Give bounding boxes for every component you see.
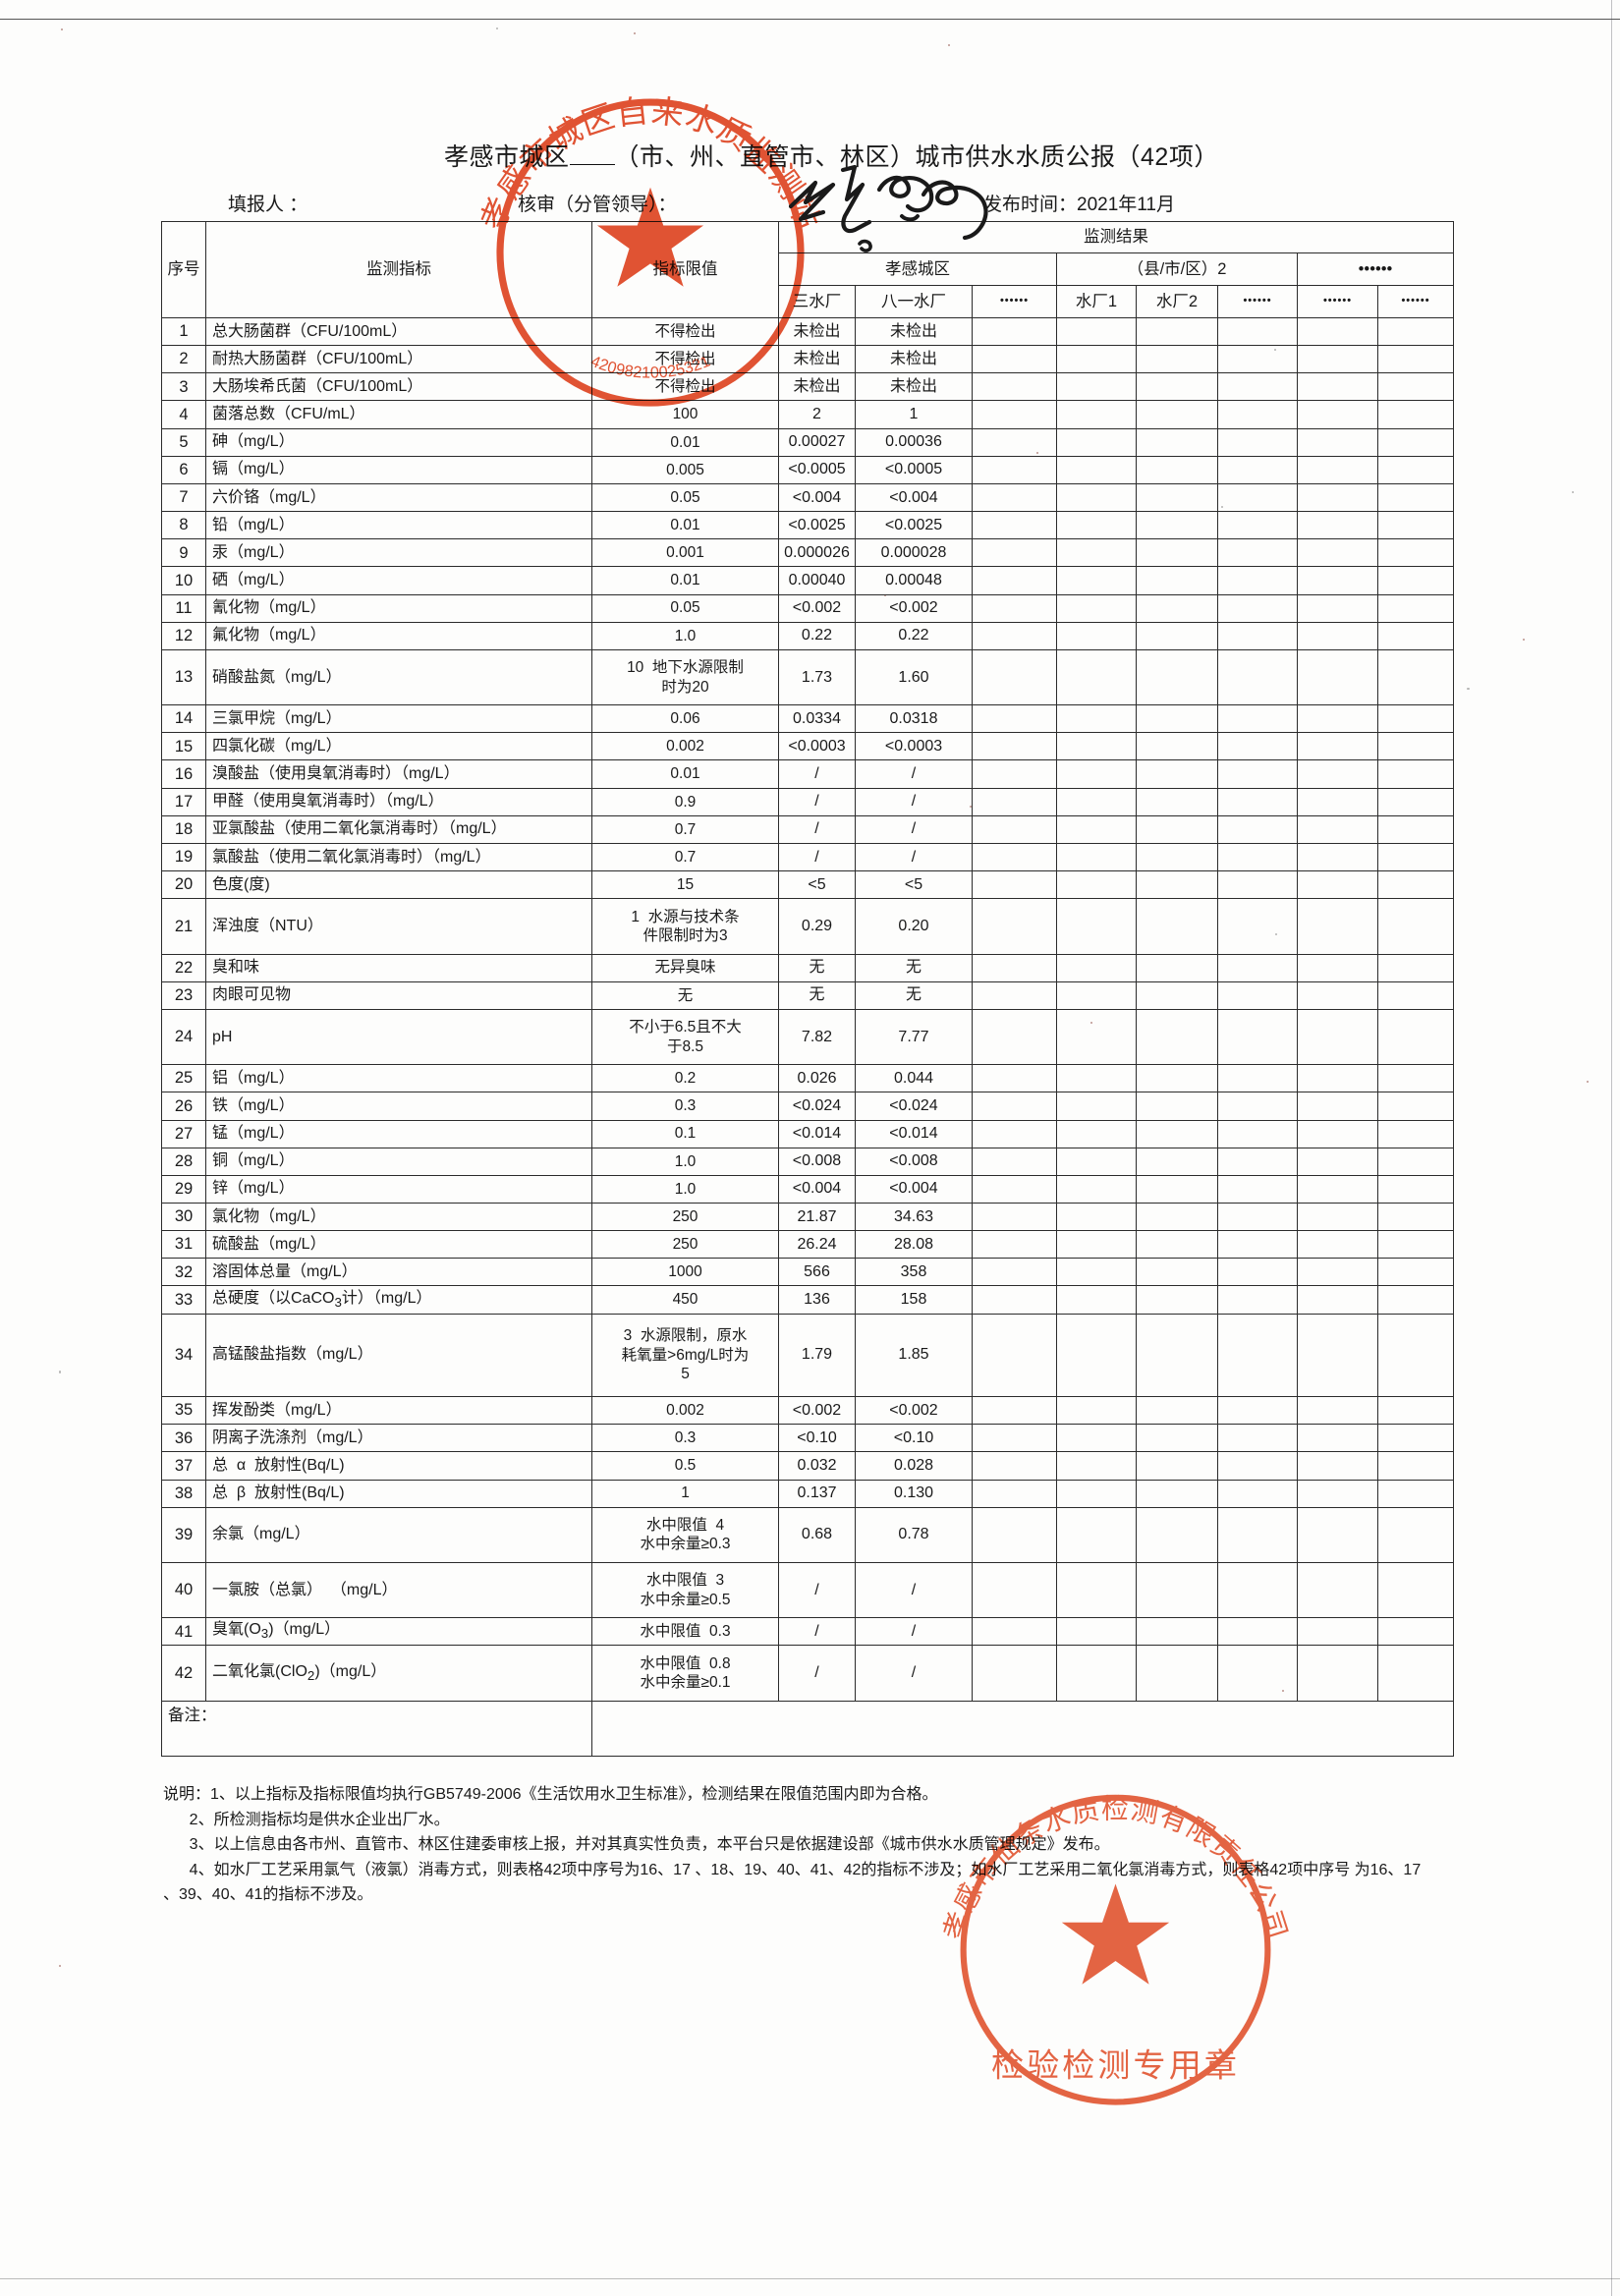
svg-text:检验检测专用章: 检验检测专用章 [991, 2048, 1240, 2085]
svg-text:42098210025321: 42098210025321 [588, 353, 713, 382]
